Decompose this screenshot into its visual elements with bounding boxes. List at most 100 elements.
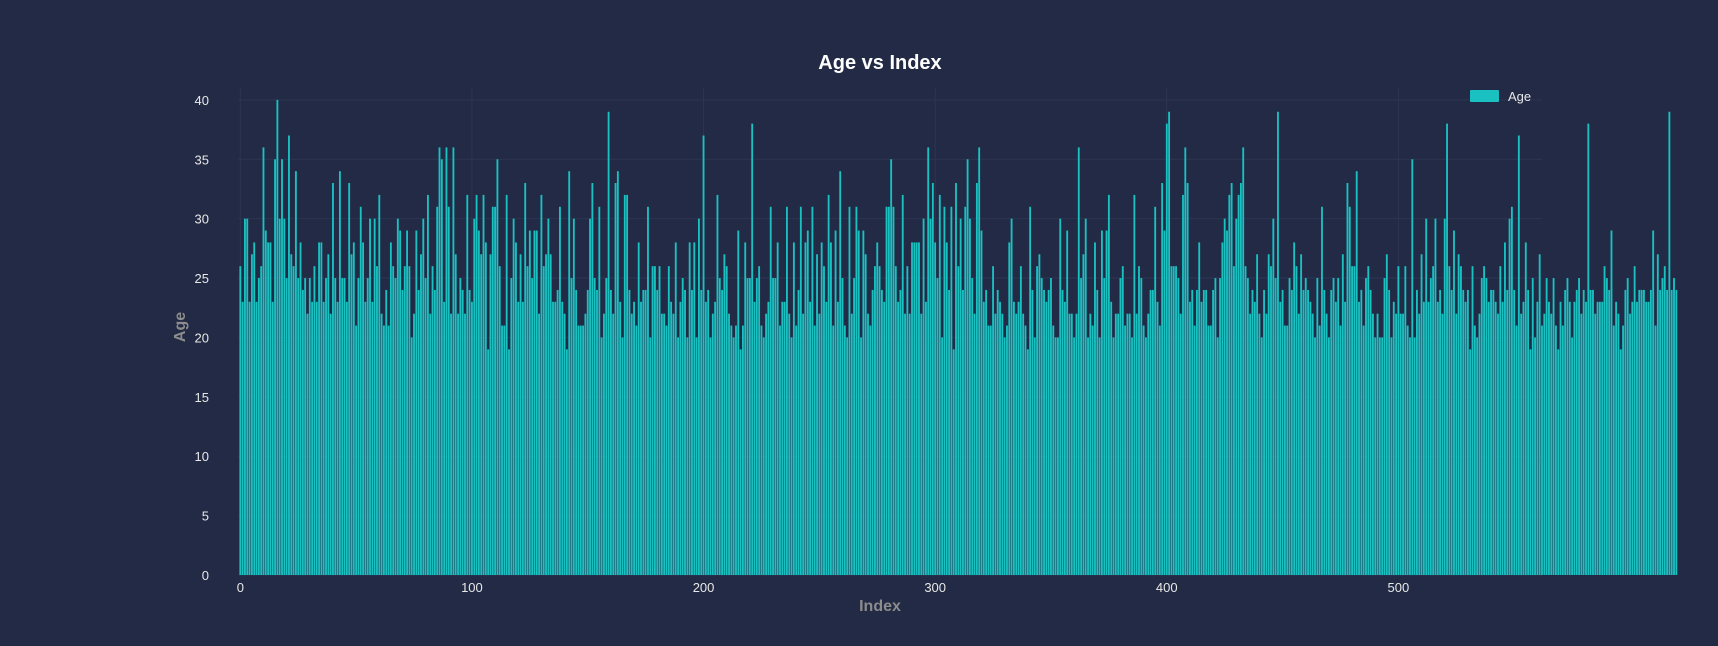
bar <box>906 266 909 575</box>
bar <box>1293 242 1296 575</box>
y-tick-label: 10 <box>195 449 209 464</box>
bar <box>1024 325 1027 575</box>
bar <box>440 159 443 575</box>
bar <box>1504 242 1506 575</box>
bar <box>1360 289 1363 575</box>
bar <box>1381 337 1384 575</box>
bar <box>892 206 895 575</box>
bar <box>1198 242 1201 575</box>
bar <box>1566 278 1569 575</box>
bar <box>329 313 332 575</box>
bar <box>290 254 293 576</box>
bar <box>874 266 876 575</box>
bar <box>1297 313 1300 575</box>
bar <box>281 159 283 575</box>
bar <box>468 289 471 575</box>
bar <box>1117 313 1120 575</box>
bar <box>1367 266 1370 575</box>
bar <box>1471 266 1474 575</box>
bar <box>1499 266 1502 575</box>
bar <box>1318 325 1321 575</box>
bar <box>348 183 351 575</box>
bar <box>1473 325 1476 575</box>
bar <box>415 230 418 576</box>
bar <box>366 278 369 575</box>
bar <box>1388 289 1391 575</box>
bar <box>464 313 466 575</box>
bar <box>471 301 473 575</box>
bar <box>1612 325 1615 575</box>
bar <box>1107 194 1110 575</box>
x-tick-label: 100 <box>461 580 483 595</box>
bar <box>1582 289 1585 575</box>
bar <box>1538 254 1541 576</box>
bar <box>811 206 814 575</box>
bar <box>795 325 798 575</box>
bar <box>1260 337 1263 575</box>
bar <box>1448 266 1451 575</box>
bar <box>904 313 906 575</box>
bar <box>628 289 631 575</box>
bar <box>1603 266 1606 575</box>
x-axis-label: Index <box>859 598 901 615</box>
bar <box>1124 325 1127 575</box>
bar <box>1432 266 1435 575</box>
bar <box>843 325 846 575</box>
bar <box>684 289 686 575</box>
bar <box>1524 242 1527 575</box>
bar <box>825 301 828 575</box>
bar <box>1084 218 1087 575</box>
bar <box>438 147 441 575</box>
bar <box>248 301 251 575</box>
bar <box>1636 301 1638 575</box>
bar <box>711 313 714 575</box>
bar <box>853 278 856 575</box>
bar <box>1147 313 1150 575</box>
bar <box>806 230 809 576</box>
bar <box>1038 254 1041 576</box>
bar <box>253 242 256 575</box>
bar <box>758 266 761 575</box>
bar <box>885 206 888 575</box>
bar <box>686 337 689 575</box>
bar <box>1209 325 1212 575</box>
bar <box>1656 254 1659 576</box>
bar <box>1580 313 1583 575</box>
bar <box>1561 325 1564 575</box>
bar <box>1170 266 1173 575</box>
bar <box>820 242 823 575</box>
bar <box>1321 206 1323 575</box>
bar <box>1295 266 1298 575</box>
bar <box>1517 135 1520 575</box>
bar <box>443 301 446 575</box>
y-tick-label: 20 <box>195 330 209 345</box>
bar <box>1154 206 1157 575</box>
bar <box>1575 289 1578 575</box>
bar <box>1314 337 1316 575</box>
bar <box>767 301 770 575</box>
bar <box>413 313 415 575</box>
bar <box>878 266 881 575</box>
bar <box>915 242 918 575</box>
bar <box>334 278 337 575</box>
bar <box>1605 278 1608 575</box>
bar <box>691 289 693 575</box>
bar <box>769 206 772 575</box>
bar <box>938 194 941 575</box>
bar <box>1585 301 1587 575</box>
bar <box>1659 289 1662 575</box>
bar <box>561 301 564 575</box>
bar <box>1191 289 1194 575</box>
bar <box>535 230 538 576</box>
bar <box>369 218 371 575</box>
bar <box>1089 313 1092 575</box>
bar <box>964 206 967 575</box>
bar <box>1376 313 1379 575</box>
bar <box>1163 230 1166 576</box>
bar <box>1531 278 1534 575</box>
bar <box>1332 278 1335 575</box>
bar <box>704 301 707 575</box>
bar <box>575 289 578 575</box>
bar <box>927 147 930 575</box>
y-axis-label: Age <box>172 312 189 342</box>
